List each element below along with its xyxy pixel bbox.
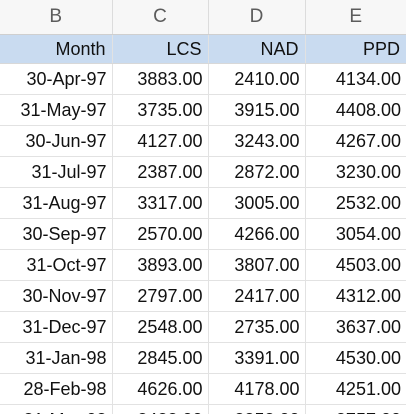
ppd-cell[interactable]: 4530.00 — [305, 342, 406, 374]
nad-cell[interactable]: 4266.00 — [208, 218, 306, 250]
ppd-cell[interactable]: 2532.00 — [305, 187, 406, 219]
month-cell[interactable]: 31-May-97 — [0, 94, 113, 126]
nad-cell[interactable]: 2410.00 — [208, 63, 306, 95]
table-row: 31-Mar-982422.002353.003757.00 — [0, 404, 406, 414]
ppd-cell[interactable]: 4251.00 — [305, 373, 406, 405]
lcs-cell[interactable]: 3735.00 — [112, 94, 209, 126]
month-cell[interactable]: 31-Oct-97 — [0, 249, 113, 281]
ppd-cell[interactable]: 4134.00 — [305, 63, 406, 95]
lcs-cell[interactable]: 3893.00 — [112, 249, 209, 281]
column-header-b[interactable]: B — [0, 0, 113, 35]
month-cell[interactable]: 31-Mar-98 — [0, 404, 113, 414]
table-row: 30-Sep-97 2570.00 4266.00 3054.00 — [0, 218, 406, 250]
table-row: 28-Feb-98 4626.00 4178.00 4251.00 — [0, 373, 406, 405]
column-header-row: B C D E — [0, 0, 406, 35]
table-row: 31-Jul-97 2387.00 2872.00 3230.00 — [0, 156, 406, 188]
nad-cell[interactable]: 2872.00 — [208, 156, 306, 188]
table-header-row: Month LCS NAD PPD — [0, 34, 406, 64]
lcs-cell[interactable]: 3317.00 — [112, 187, 209, 219]
nad-cell[interactable]: 3005.00 — [208, 187, 306, 219]
ppd-cell[interactable]: 4408.00 — [305, 94, 406, 126]
header-cell-month[interactable]: Month — [0, 34, 113, 64]
month-cell[interactable]: 30-Sep-97 — [0, 218, 113, 250]
table-row: 30-Apr-97 3883.00 2410.00 4134.00 — [0, 63, 406, 95]
ppd-cell[interactable]: 3230.00 — [305, 156, 406, 188]
lcs-cell[interactable]: 3883.00 — [112, 63, 209, 95]
lcs-cell[interactable]: 2548.00 — [112, 311, 209, 343]
lcs-cell[interactable]: 2422.00 — [112, 404, 209, 414]
column-header-c[interactable]: C — [112, 0, 209, 35]
header-cell-ppd[interactable]: PPD — [305, 34, 406, 64]
nad-cell[interactable]: 3915.00 — [208, 94, 306, 126]
month-cell[interactable]: 30-Apr-97 — [0, 63, 113, 95]
month-cell[interactable]: 31-Aug-97 — [0, 187, 113, 219]
ppd-cell[interactable]: 4312.00 — [305, 280, 406, 312]
ppd-cell[interactable]: 3637.00 — [305, 311, 406, 343]
table-row: 31-Oct-97 3893.00 3807.00 4503.00 — [0, 249, 406, 281]
nad-cell[interactable]: 2735.00 — [208, 311, 306, 343]
month-cell[interactable]: 30-Jun-97 — [0, 125, 113, 157]
table-row: 31-May-97 3735.00 3915.00 4408.00 — [0, 94, 406, 126]
month-cell[interactable]: 30-Nov-97 — [0, 280, 113, 312]
lcs-cell[interactable]: 2387.00 — [112, 156, 209, 188]
lcs-cell[interactable]: 2797.00 — [112, 280, 209, 312]
column-header-d[interactable]: D — [208, 0, 306, 35]
ppd-cell[interactable]: 3757.00 — [305, 404, 406, 414]
table-row: 31-Aug-97 3317.00 3005.00 2532.00 — [0, 187, 406, 219]
nad-cell[interactable]: 3391.00 — [208, 342, 306, 374]
lcs-cell[interactable]: 2570.00 — [112, 218, 209, 250]
ppd-cell[interactable]: 4503.00 — [305, 249, 406, 281]
ppd-cell[interactable]: 4267.00 — [305, 125, 406, 157]
nad-cell[interactable]: 2353.00 — [208, 404, 306, 414]
ppd-cell[interactable]: 3054.00 — [305, 218, 406, 250]
month-cell[interactable]: 28-Feb-98 — [0, 373, 113, 405]
header-cell-nad[interactable]: NAD — [208, 34, 306, 64]
nad-cell[interactable]: 2417.00 — [208, 280, 306, 312]
month-cell[interactable]: 31-Jan-98 — [0, 342, 113, 374]
column-header-e[interactable]: E — [305, 0, 406, 35]
month-cell[interactable]: 31-Jul-97 — [0, 156, 113, 188]
header-cell-lcs[interactable]: LCS — [112, 34, 209, 64]
lcs-cell[interactable]: 2845.00 — [112, 342, 209, 374]
lcs-cell[interactable]: 4626.00 — [112, 373, 209, 405]
table-row: 30-Nov-97 2797.00 2417.00 4312.00 — [0, 280, 406, 312]
lcs-cell[interactable]: 4127.00 — [112, 125, 209, 157]
nad-cell[interactable]: 4178.00 — [208, 373, 306, 405]
table-row: 31-Jan-98 2845.00 3391.00 4530.00 — [0, 342, 406, 374]
nad-cell[interactable]: 3243.00 — [208, 125, 306, 157]
table-row: 30-Jun-97 4127.00 3243.00 4267.00 — [0, 125, 406, 157]
table-row: 31-Dec-97 2548.00 2735.00 3637.00 — [0, 311, 406, 343]
nad-cell[interactable]: 3807.00 — [208, 249, 306, 281]
month-cell[interactable]: 31-Dec-97 — [0, 311, 113, 343]
